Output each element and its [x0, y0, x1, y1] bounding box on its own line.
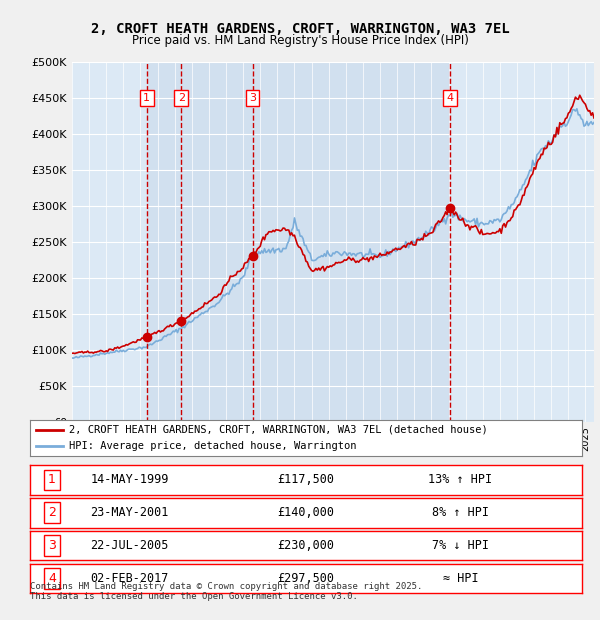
Text: 02-FEB-2017: 02-FEB-2017: [90, 572, 169, 585]
Text: 14-MAY-1999: 14-MAY-1999: [90, 474, 169, 486]
Text: 2: 2: [178, 93, 185, 103]
Bar: [147, 62, 450, 422]
Text: 1: 1: [48, 474, 56, 486]
Text: Price paid vs. HM Land Registry's House Price Index (HPI): Price paid vs. HM Land Registry's House …: [131, 34, 469, 47]
Text: 2, CROFT HEATH GARDENS, CROFT, WARRINGTON, WA3 7EL (detached house): 2, CROFT HEATH GARDENS, CROFT, WARRINGTO…: [68, 425, 487, 435]
Text: ≈ HPI: ≈ HPI: [443, 572, 478, 585]
Text: 2: 2: [48, 507, 56, 519]
Text: 2, CROFT HEATH GARDENS, CROFT, WARRINGTON, WA3 7EL: 2, CROFT HEATH GARDENS, CROFT, WARRINGTO…: [91, 22, 509, 36]
Text: £297,500: £297,500: [277, 572, 335, 585]
Text: £140,000: £140,000: [277, 507, 335, 519]
Text: 22-JUL-2005: 22-JUL-2005: [90, 539, 169, 552]
Text: 3: 3: [48, 539, 56, 552]
Text: £117,500: £117,500: [277, 474, 335, 486]
Text: 8% ↑ HPI: 8% ↑ HPI: [432, 507, 489, 519]
Text: 7% ↓ HPI: 7% ↓ HPI: [432, 539, 489, 552]
Text: 3: 3: [249, 93, 256, 103]
Text: 23-MAY-2001: 23-MAY-2001: [90, 507, 169, 519]
Text: 13% ↑ HPI: 13% ↑ HPI: [428, 474, 493, 486]
Text: £230,000: £230,000: [277, 539, 335, 552]
Text: 1: 1: [143, 93, 150, 103]
Text: 4: 4: [446, 93, 454, 103]
Text: Contains HM Land Registry data © Crown copyright and database right 2025.
This d: Contains HM Land Registry data © Crown c…: [30, 582, 422, 601]
Text: HPI: Average price, detached house, Warrington: HPI: Average price, detached house, Warr…: [68, 441, 356, 451]
Text: 4: 4: [48, 572, 56, 585]
